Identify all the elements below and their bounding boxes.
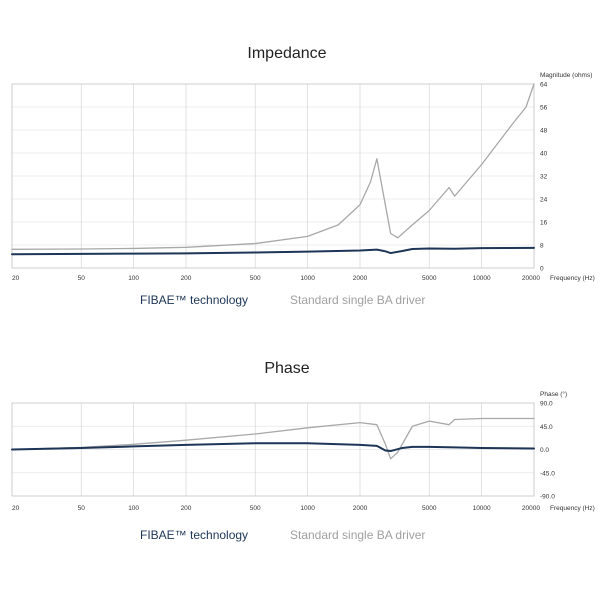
x-tick-label: 50 — [78, 275, 86, 282]
fibae-series-line-1 — [11, 442, 535, 453]
x-tick-label: 20 — [12, 275, 20, 282]
x-tick-label: 1000 — [300, 505, 315, 512]
legend-standard: Standard single BA driver — [290, 293, 425, 307]
x-tick-label: 10000 — [473, 275, 491, 282]
x-tick-label: 1000 — [300, 275, 315, 282]
x-tick-label: 200 — [181, 275, 192, 282]
legend-standard: Standard single BA driver — [290, 528, 425, 542]
y-tick-label: -45.0 — [540, 470, 555, 477]
x-tick-label: 200 — [181, 505, 192, 512]
chart-title-1: Phase — [264, 360, 309, 377]
legend-fibae: FIBAE™ technology — [140, 528, 248, 542]
y-tick-label: 8 — [540, 243, 544, 250]
standard-series-line-1 — [11, 417, 535, 460]
chart-title-0: Impedance — [247, 45, 326, 62]
x-tick-label: 500 — [250, 505, 261, 512]
y-tick-label: 40 — [540, 151, 548, 158]
x-tick-label: 20 — [12, 505, 20, 512]
phase-chart: Phase 90.0 45.0 0.0 -45.0 -90.0 20 50 100 200 500 1… — [11, 360, 595, 542]
impedance-chart: Impedance 0 8 16 24 32 40 48 56 64 20 50 100 200 500 10… — [11, 45, 595, 307]
y-tick-label: -90.0 — [540, 494, 555, 501]
x-tick-label: 500 — [250, 275, 261, 282]
y-axis-label: Phase (°) — [540, 390, 567, 398]
y-tick-label: 0 — [540, 266, 544, 273]
y-tick-label: 48 — [540, 128, 548, 135]
y-tick-label: 90.0 — [540, 401, 553, 408]
x-tick-label: 100 — [128, 275, 139, 282]
y-tick-label: 64 — [540, 82, 548, 89]
y-tick-label: 56 — [540, 105, 548, 112]
x-tick-label: 5000 — [422, 505, 437, 512]
x-tick-label: 2000 — [353, 275, 368, 282]
x-axis-label: Frequency (Hz) — [550, 275, 595, 282]
y-tick-label: 45.0 — [540, 424, 553, 431]
x-tick-label: 100 — [128, 505, 139, 512]
x-tick-label: 50 — [78, 505, 86, 512]
standard-series-line-0 — [11, 83, 535, 250]
y-tick-label: 24 — [540, 197, 548, 204]
x-axis-label: Frequency (Hz) — [550, 505, 595, 512]
fibae-series-line-0 — [11, 246, 535, 256]
x-tick-label: 2000 — [353, 505, 368, 512]
y-axis-label: Magnitude (ohms) — [540, 72, 592, 79]
legend-fibae: FIBAE™ technology — [140, 293, 248, 307]
y-tick-label: 0.0 — [540, 447, 549, 454]
plot-frame — [11, 83, 535, 269]
x-tick-label: 5000 — [422, 275, 437, 282]
y-tick-label: 32 — [540, 174, 548, 181]
y-tick-label: 16 — [540, 220, 548, 227]
x-tick-label: 20000 — [522, 505, 540, 512]
x-tick-label: 20000 — [522, 275, 540, 282]
x-tick-label: 10000 — [473, 505, 491, 512]
